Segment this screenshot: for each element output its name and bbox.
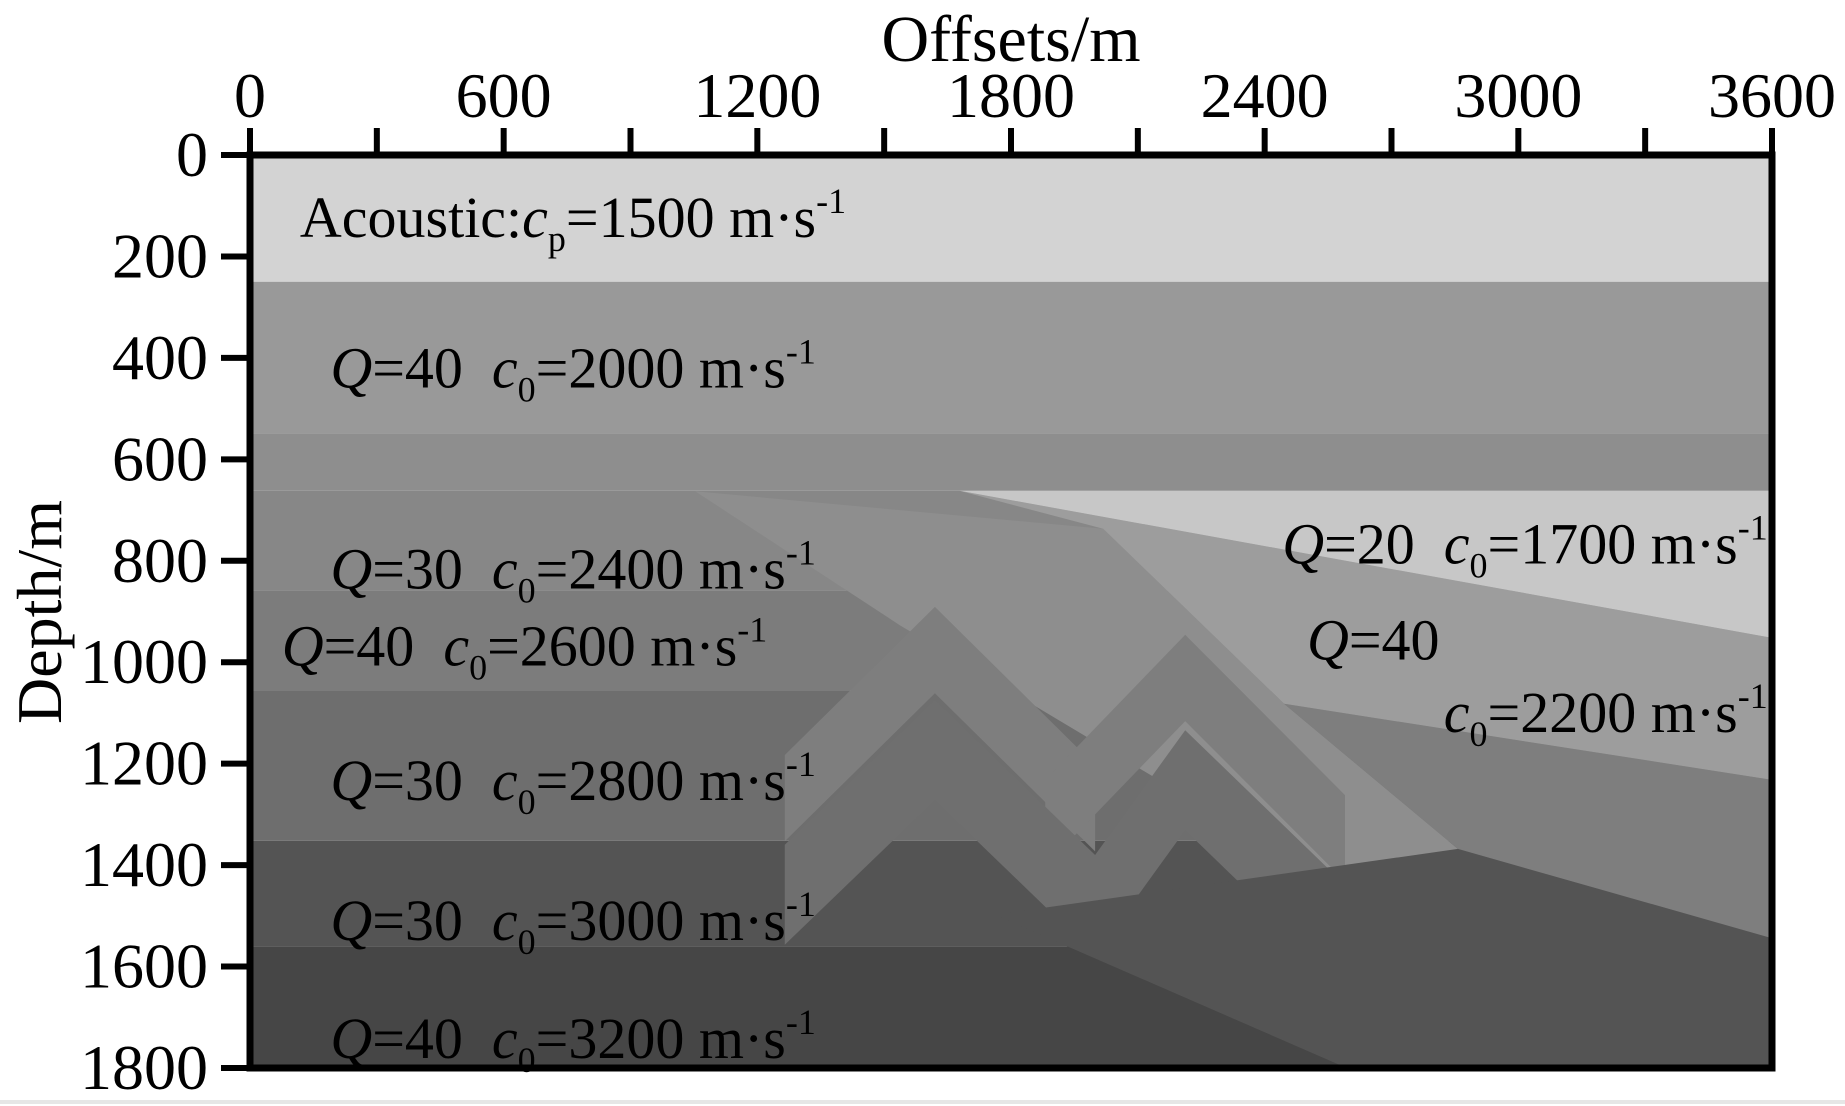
label-2400: Q=30 c0=2400 m·s-1 [330,533,816,611]
y-tick-label-1200: 1200 [80,728,208,799]
plot-border [246,151,1776,1072]
label-q40-right: Q=40 [1307,608,1440,673]
x-tick-label-600: 600 [456,60,552,131]
x-tick-label-0: 0 [234,60,266,131]
label-2000: Q=40 c0=2000 m·s-1 [330,331,816,409]
x-tick-label-3600: 3600 [1708,60,1836,131]
y-axis-ticks [221,152,248,1071]
axis-frame [246,151,1776,1072]
label-3200: Q=40 c0=3200 m·s-1 [330,1002,816,1080]
x-tick-labels: 0 600 1200 1800 2400 3000 3600 [234,60,1836,131]
region-thrust-chevron-lower [784,699,1345,985]
label-3000: Q=30 c0=3000 m·s-1 [330,884,816,962]
layer-labels: Acoustic:cp=1500 m·s-1 Q=40 c0=2000 m·s-1… [282,181,1768,1080]
y-tick-label-400: 400 [112,322,208,393]
x-tick-label-1800: 1800 [947,60,1075,131]
region-mid-right-band [1284,703,1772,939]
y-tick-label-1000: 1000 [80,626,208,697]
region-thrust-chevron-1 [784,606,1096,852]
region-region-2200 [959,490,1772,780]
y-tick-label-200: 200 [112,220,208,291]
region-transition-band [250,433,1772,491]
y-tick-label-600: 600 [112,423,208,494]
label-2800: Q=30 c0=2800 m·s-1 [330,744,816,822]
label-acoustic: Acoustic:cp=1500 m·s-1 [300,181,846,259]
x-tick-label-1200: 1200 [693,60,821,131]
layer-regions [250,155,1772,1068]
label-1700: Q=20 c0=1700 m·s-1 [1282,507,1768,585]
label-2200: c0=2200 m·s-1 [1444,676,1768,754]
x-axis-ticks [247,128,1775,153]
x-axis-title: Offsets/m [881,3,1141,76]
y-tick-label-1400: 1400 [80,829,208,900]
y-tick-label-1800: 1800 [80,1032,208,1103]
y-tick-label-0: 0 [176,119,208,190]
x-tick-label-3000: 3000 [1454,60,1582,131]
x-tick-label-2400: 2400 [1201,60,1329,131]
label-2600: Q=40 c0=2600 m·s-1 [282,609,768,687]
region-thrust-chevron-2 [1045,634,1345,882]
window-bottom-edge [0,1100,1845,1104]
region-layer-acoustic [250,155,1772,282]
region-deep-right-3000 [994,848,1772,1068]
y-tick-labels: 0 200 400 600 800 1000 1200 1400 1600 1800 [80,119,208,1103]
region-layer-2000 [250,281,1772,434]
y-tick-label-800: 800 [112,525,208,596]
region-wedge-1700 [959,490,1772,638]
y-tick-label-1600: 1600 [80,931,208,1002]
